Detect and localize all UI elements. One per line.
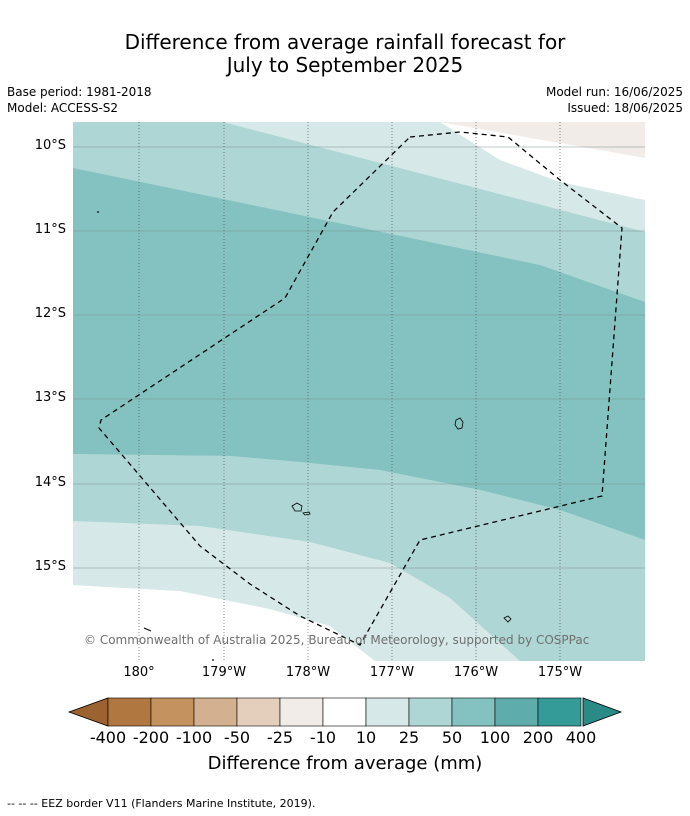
lat-label: 12°S: [34, 306, 66, 321]
colorbar-tick: -50: [223, 728, 251, 747]
copyright-notice: © Commonwealth of Australia 2025, Bureau…: [84, 633, 590, 647]
lon-label: 179°W: [201, 665, 247, 680]
lat-label: 15°S: [34, 559, 66, 574]
colorbar-cell: [193, 697, 238, 727]
island: [454, 417, 464, 430]
lon-label: 180°: [123, 665, 155, 680]
colorbar-cell: [107, 697, 152, 727]
island: [302, 511, 311, 516]
colorbar-cell: [322, 697, 367, 727]
colorbar-cell: [537, 697, 582, 727]
meta-right: Model run: 16/06/2025 Issued: 18/06/2025: [546, 84, 683, 116]
colorbar-tick: -25: [266, 728, 294, 747]
lon-label: 176°W: [453, 665, 499, 680]
lon-label: 177°W: [369, 665, 415, 680]
colorbar-cell: [451, 697, 496, 727]
meta-left: Base period: 1981-2018 Model: ACCESS-S2: [7, 84, 152, 116]
colorbar-cell: [365, 697, 410, 727]
colorbar-tick: -10: [309, 728, 337, 747]
colorbar-cell: [236, 697, 281, 727]
lat-label: 10°S: [34, 138, 66, 153]
lat-label: 11°S: [34, 222, 66, 237]
band-50-100: [73, 168, 645, 540]
colorbar-tick: 200: [522, 728, 554, 747]
colorbar-tick: -200: [132, 728, 170, 747]
colorbar-tick: 50: [441, 728, 463, 747]
model-run: Model run: 16/06/2025: [545, 85, 683, 99]
band-25-50-south: [73, 454, 645, 661]
model-name: Model: ACCESS-S2: [7, 101, 119, 115]
colorbar-tick: 400: [565, 728, 597, 747]
band-minus25-minus10: [440, 122, 645, 158]
island: [291, 502, 303, 512]
colorbar-extend-low: [67, 697, 109, 727]
lat-label: 13°S: [34, 390, 66, 405]
title-line-2: July to September 2025: [226, 53, 464, 77]
colorbar-cell: [494, 697, 539, 727]
island: [212, 659, 214, 661]
base-period: Base period: 1981-2018: [7, 85, 152, 99]
lon-label: 175°W: [537, 665, 583, 680]
colorbar-tick: 25: [398, 728, 420, 747]
colorbar-cell: [279, 697, 324, 727]
lon-label: 178°W: [285, 665, 331, 680]
colorbar-cell: [150, 697, 195, 727]
colorbar-extend-high: [582, 697, 623, 727]
footnote: -- -- -- EEZ border V11 (Flanders Marine…: [7, 797, 316, 810]
colorbar: [67, 697, 623, 727]
colorbar-tick: 100: [479, 728, 511, 747]
lat-label: 14°S: [34, 475, 66, 490]
island: [503, 615, 512, 623]
colorbar-tick: 10: [355, 728, 377, 747]
colorbar-title: Difference from average (mm): [207, 753, 483, 774]
colorbar-tick: -400: [89, 728, 127, 747]
colorbar-tick: -100: [175, 728, 213, 747]
island: [143, 627, 152, 632]
island: [97, 211, 99, 213]
lat-gridlines: [73, 146, 645, 569]
band-10-25-south: [73, 521, 520, 661]
issued-date: Issued: 18/06/2025: [567, 101, 683, 115]
map-title: Difference from average rainfall forecas…: [0, 31, 690, 77]
title-line-1: Difference from average rainfall forecas…: [124, 30, 566, 54]
colorbar-cell: [408, 697, 453, 727]
